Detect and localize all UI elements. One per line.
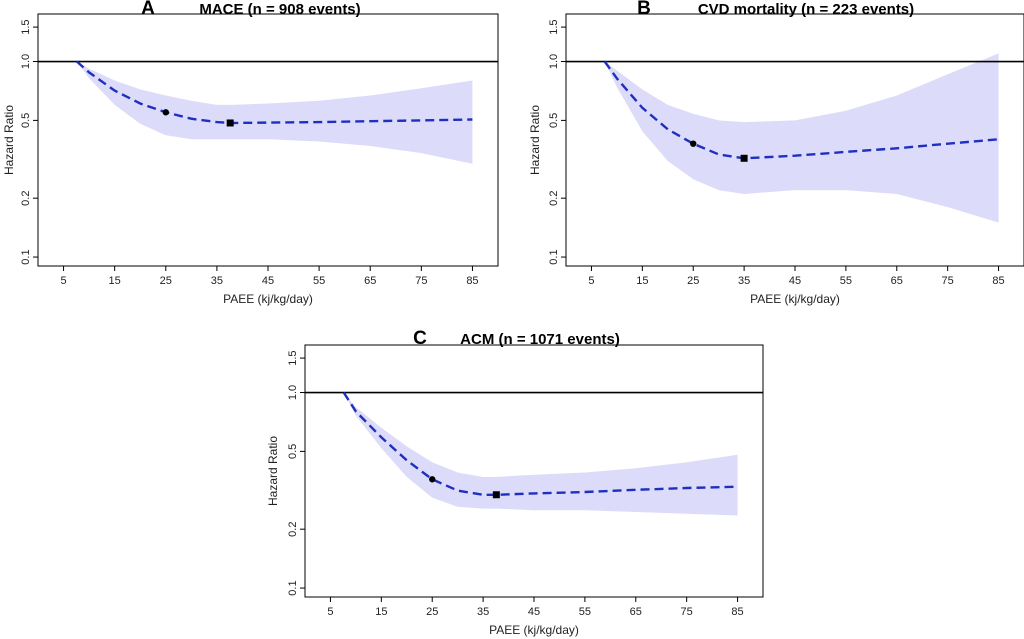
x-tick-label: 45 <box>528 606 540 618</box>
y-axis-label: Hazard Ratio <box>266 436 280 506</box>
y-tick-label: 0.5 <box>20 113 32 128</box>
data-marker <box>492 491 500 499</box>
chart-title: ACM (n = 1071 events) <box>460 331 620 348</box>
x-tick-label: 65 <box>891 275 903 287</box>
x-tick-label: 35 <box>738 275 750 287</box>
x-tick-label: 25 <box>160 275 172 287</box>
chart-panel-a: A MACE (n = 908 events) 5 15 25 35 45 55 65 75 85 0… <box>2 0 499 306</box>
y-tick-label: 1.5 <box>20 19 32 34</box>
x-tick-label: 85 <box>731 606 743 618</box>
chart-title: MACE (n = 908 events) <box>199 1 360 18</box>
x-tick-label: 75 <box>415 275 427 287</box>
x-tick-label: 65 <box>364 275 376 287</box>
x-tick-label: 35 <box>477 606 489 618</box>
x-tick-label: 55 <box>579 606 591 618</box>
y-axis-label: Hazard Ratio <box>2 105 16 175</box>
y-tick-label: 0.1 <box>287 580 299 595</box>
y-tick-label: 1.5 <box>287 350 299 365</box>
y-tick-label: 0.2 <box>20 191 32 206</box>
data-marker <box>226 119 234 127</box>
x-axis-label: PAEE (kj/kg/day) <box>750 292 840 306</box>
panel-letter: A <box>141 0 155 19</box>
x-tick-label: 15 <box>109 275 121 287</box>
y-tick-label: 0.5 <box>287 444 299 459</box>
x-tick-label: 75 <box>681 606 693 618</box>
confidence-band <box>76 61 473 164</box>
y-tick-label: 0.5 <box>548 113 560 128</box>
y-tick-label: 1.0 <box>20 54 32 69</box>
y-tick-label: 0.2 <box>287 522 299 537</box>
data-marker <box>740 154 748 162</box>
x-axis-label: PAEE (kj/kg/day) <box>489 623 579 637</box>
y-tick-label: 0.1 <box>548 249 560 264</box>
x-tick-label: 55 <box>313 275 325 287</box>
series-line <box>342 391 738 496</box>
chart-title: CVD mortality (n = 223 events) <box>698 1 914 18</box>
x-tick-label: 35 <box>211 275 223 287</box>
x-axis-label: PAEE (kj/kg/day) <box>223 292 313 306</box>
data-marker <box>429 476 436 483</box>
x-tick-label: 15 <box>636 275 648 287</box>
x-tick-label: 5 <box>588 275 594 287</box>
x-tick-label: 65 <box>630 606 642 618</box>
x-tick-label: 25 <box>687 275 699 287</box>
x-tick-label: 45 <box>262 275 274 287</box>
y-tick-label: 1.0 <box>287 385 299 400</box>
series-line <box>603 60 999 160</box>
chart-panel-c: C ACM (n = 1071 events) 5 15 25 35 45 55 65 75 85 0… <box>266 328 764 637</box>
confidence-band <box>343 392 738 516</box>
x-tick-label: 5 <box>327 606 333 618</box>
chart-panel-b: B CVD mortality (n = 223 events) 5 15 25 35 45… <box>528 0 1024 306</box>
x-tick-label: 45 <box>789 275 801 287</box>
x-tick-label: 85 <box>466 275 478 287</box>
data-marker <box>690 140 697 147</box>
y-axis-label: Hazard Ratio <box>528 105 542 175</box>
y-tick-label: 0.2 <box>548 191 560 206</box>
x-tick-label: 55 <box>840 275 852 287</box>
panel-letter: C <box>413 328 427 349</box>
panel-letter: B <box>637 0 651 19</box>
y-tick-label: 1.5 <box>548 19 560 34</box>
x-tick-label: 25 <box>426 606 438 618</box>
confidence-band <box>604 53 999 223</box>
data-marker <box>162 109 169 116</box>
y-tick-label: 0.1 <box>20 249 32 264</box>
x-tick-label: 75 <box>942 275 954 287</box>
x-tick-label: 5 <box>60 275 66 287</box>
x-tick-label: 15 <box>375 606 387 618</box>
y-tick-label: 1.0 <box>548 54 560 69</box>
x-tick-label: 85 <box>992 275 1004 287</box>
series-line <box>76 60 473 125</box>
